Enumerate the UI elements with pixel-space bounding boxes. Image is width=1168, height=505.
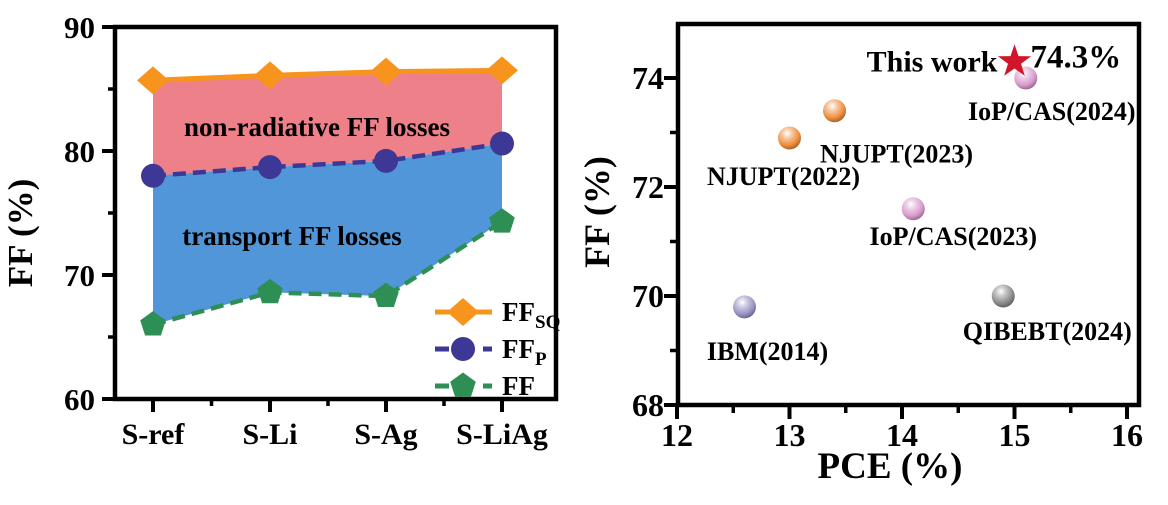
area-label-1: transport FF losses xyxy=(182,221,401,251)
loss-area-0 xyxy=(153,70,502,176)
y-tick-label: 90 xyxy=(64,10,95,45)
x-category-label: S-ref xyxy=(122,418,186,451)
data-point-NJUPT(2023) xyxy=(823,99,846,123)
legend-label: FFSQ xyxy=(502,297,560,333)
x-category-label: S-Ag xyxy=(354,418,417,451)
data-point-marker-FF_SQ xyxy=(254,61,286,90)
legend-label: FF xyxy=(502,371,535,401)
y-axis-label: FF (%) xyxy=(1,179,40,288)
legend-marker xyxy=(447,298,479,326)
data-point-marker-FF xyxy=(489,208,515,233)
this-work-label: This work xyxy=(867,46,998,79)
point-label: IoP/CAS(2023) xyxy=(869,222,1037,251)
series-line-FF_P xyxy=(152,141,503,179)
series-line-FF xyxy=(152,219,504,327)
legend-marker xyxy=(451,337,475,361)
y-axis-label: FF (%) xyxy=(584,156,617,268)
legend-item-FF: FF xyxy=(435,371,535,401)
data-point-marker-FF_P xyxy=(374,148,398,173)
x-tick-label: 13 xyxy=(774,417,806,453)
x-tick-label: 12 xyxy=(661,417,693,453)
data-point-IoP/CAS(2023) xyxy=(901,197,925,221)
data-point-QIBEBT(2024) xyxy=(991,284,1015,308)
data-point-NJUPT(2022) xyxy=(778,126,801,150)
x-axis-label: PCE (%) xyxy=(818,446,963,487)
legend-item-FF_SQ: FFSQ xyxy=(435,297,560,333)
x-tick-label: 15 xyxy=(999,417,1031,453)
y-tick-label: 72 xyxy=(632,169,664,205)
data-point-marker-FF xyxy=(257,278,283,304)
point-label: QIBEBT(2024) xyxy=(963,317,1132,346)
legend-label: FFP xyxy=(502,334,547,370)
left-chart-ff-losses: non-radiative FF losses transport FF loss… xyxy=(1,10,560,451)
y-tick-label: 68 xyxy=(632,387,664,423)
legend-item-FF_P: FFP xyxy=(435,334,547,370)
y-tick-label: 60 xyxy=(64,382,95,417)
y-tick-label: 74 xyxy=(632,60,664,96)
this-work-star xyxy=(997,44,1032,76)
data-point-IBM(2014) xyxy=(733,295,756,319)
data-point-marker-FF_SQ xyxy=(486,56,518,85)
data-point-marker-FF_SQ xyxy=(370,57,402,86)
y-tick-label: 80 xyxy=(64,134,95,169)
point-label: NJUPT(2022) xyxy=(707,162,860,191)
point-label: NJUPT(2023) xyxy=(820,140,973,169)
data-point-marker-FF xyxy=(373,282,399,307)
point-label: IoP/CAS(2024) xyxy=(968,97,1136,126)
loss-area-1 xyxy=(153,143,502,325)
right-chart-ff-vs-pce: 68 70 72 74 12 13 14 15 16 FF (%) PCE (%) IBM(2014)… xyxy=(584,21,1143,487)
x-category-label: S-Li xyxy=(242,418,297,451)
data-point-marker-FF_SQ xyxy=(137,66,169,95)
x-category-label: S-LiAg xyxy=(456,418,548,451)
x-tick-label: 14 xyxy=(886,417,918,453)
y-tick-label: 70 xyxy=(64,258,95,293)
data-point-marker-FF_P xyxy=(141,163,165,188)
point-label: IBM(2014) xyxy=(707,337,828,366)
plot-frame xyxy=(675,21,1142,408)
this-work-value: 74.3% xyxy=(1031,40,1122,76)
data-point-marker-FF_P xyxy=(258,155,282,180)
area-label-0: non-radiative FF losses xyxy=(184,112,450,142)
data-point-marker-FF xyxy=(140,311,166,336)
x-tick-label: 16 xyxy=(1111,417,1143,453)
legend-marker xyxy=(450,372,476,397)
data-point-marker-FF_P xyxy=(490,131,514,156)
y-tick-label: 70 xyxy=(632,278,664,314)
series-line-FF_SQ xyxy=(152,67,503,83)
